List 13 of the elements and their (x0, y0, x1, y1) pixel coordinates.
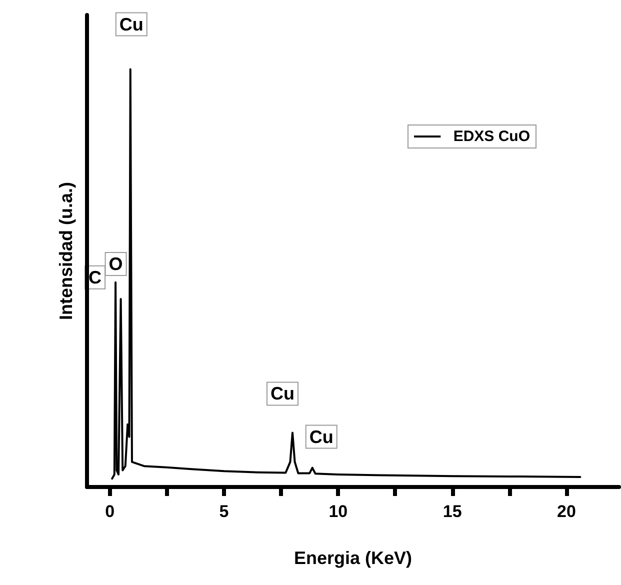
x-tick-label: 5 (219, 502, 229, 521)
x-tick-label: 20 (557, 502, 576, 521)
x-tick-label: 15 (442, 502, 462, 521)
annotation: Cu (119, 14, 144, 34)
annotation: Cu (270, 384, 294, 404)
annotation: C (88, 267, 102, 288)
x-tick-label: 0 (105, 502, 115, 521)
legend-label: EDXS CuO (453, 128, 530, 145)
annotation: Cu (309, 426, 334, 447)
x-tick-label: 10 (328, 502, 348, 521)
annotation: O (108, 254, 123, 274)
x-axis-title: Energia (KeV) (294, 548, 412, 568)
y-axis-title: Intensidad (u.a.) (56, 182, 76, 320)
